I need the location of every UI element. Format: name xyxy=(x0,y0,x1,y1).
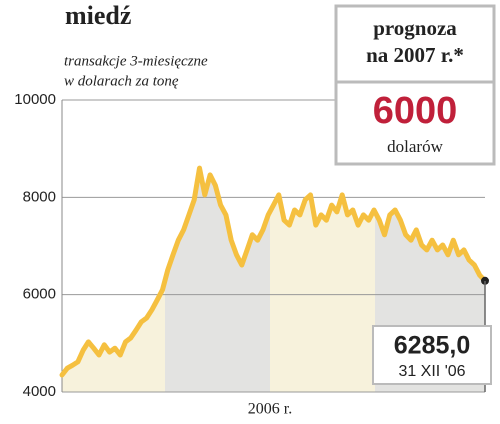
subtitle: transakcje 3-miesięczne xyxy=(64,53,208,69)
band xyxy=(165,168,270,392)
y-tick-label: 4000 xyxy=(23,383,56,400)
y-tick-label: 10000 xyxy=(14,91,56,108)
y-tick-label: 6000 xyxy=(23,286,56,303)
last-date-label: 31 XII '06 xyxy=(398,363,465,380)
forecast-title: na 2007 r.* xyxy=(366,43,464,67)
price-line xyxy=(59,165,488,378)
grid xyxy=(62,99,485,393)
last-value-label: 6285,0 xyxy=(394,332,470,360)
forecast-unit: dolarów xyxy=(387,137,443,156)
plot xyxy=(59,165,489,378)
x-axis-label: 2006 r. xyxy=(248,401,292,418)
y-tick-label: 8000 xyxy=(23,188,56,205)
last-point xyxy=(481,276,489,285)
forecast-title: prognoza xyxy=(373,16,457,40)
annotation-box xyxy=(372,325,492,385)
forecast-value: 6000 xyxy=(373,90,458,132)
chart-title: miedź xyxy=(65,1,131,30)
subtitle: w dolarach za tonę xyxy=(64,73,179,89)
forecast-box xyxy=(334,4,496,166)
